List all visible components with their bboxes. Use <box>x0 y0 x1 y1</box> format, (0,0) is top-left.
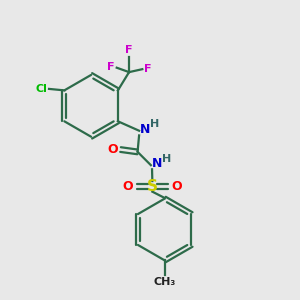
Text: Cl: Cl <box>35 84 47 94</box>
Text: N: N <box>152 158 162 170</box>
Text: S: S <box>147 179 158 194</box>
Text: O: O <box>171 180 182 193</box>
Text: F: F <box>125 45 133 55</box>
Text: N: N <box>140 123 150 136</box>
Text: H: H <box>162 154 171 164</box>
Text: F: F <box>107 62 114 72</box>
Text: CH₃: CH₃ <box>154 277 176 287</box>
Text: O: O <box>123 180 134 193</box>
Text: H: H <box>150 119 159 129</box>
Text: F: F <box>144 64 152 74</box>
Text: O: O <box>107 143 118 156</box>
